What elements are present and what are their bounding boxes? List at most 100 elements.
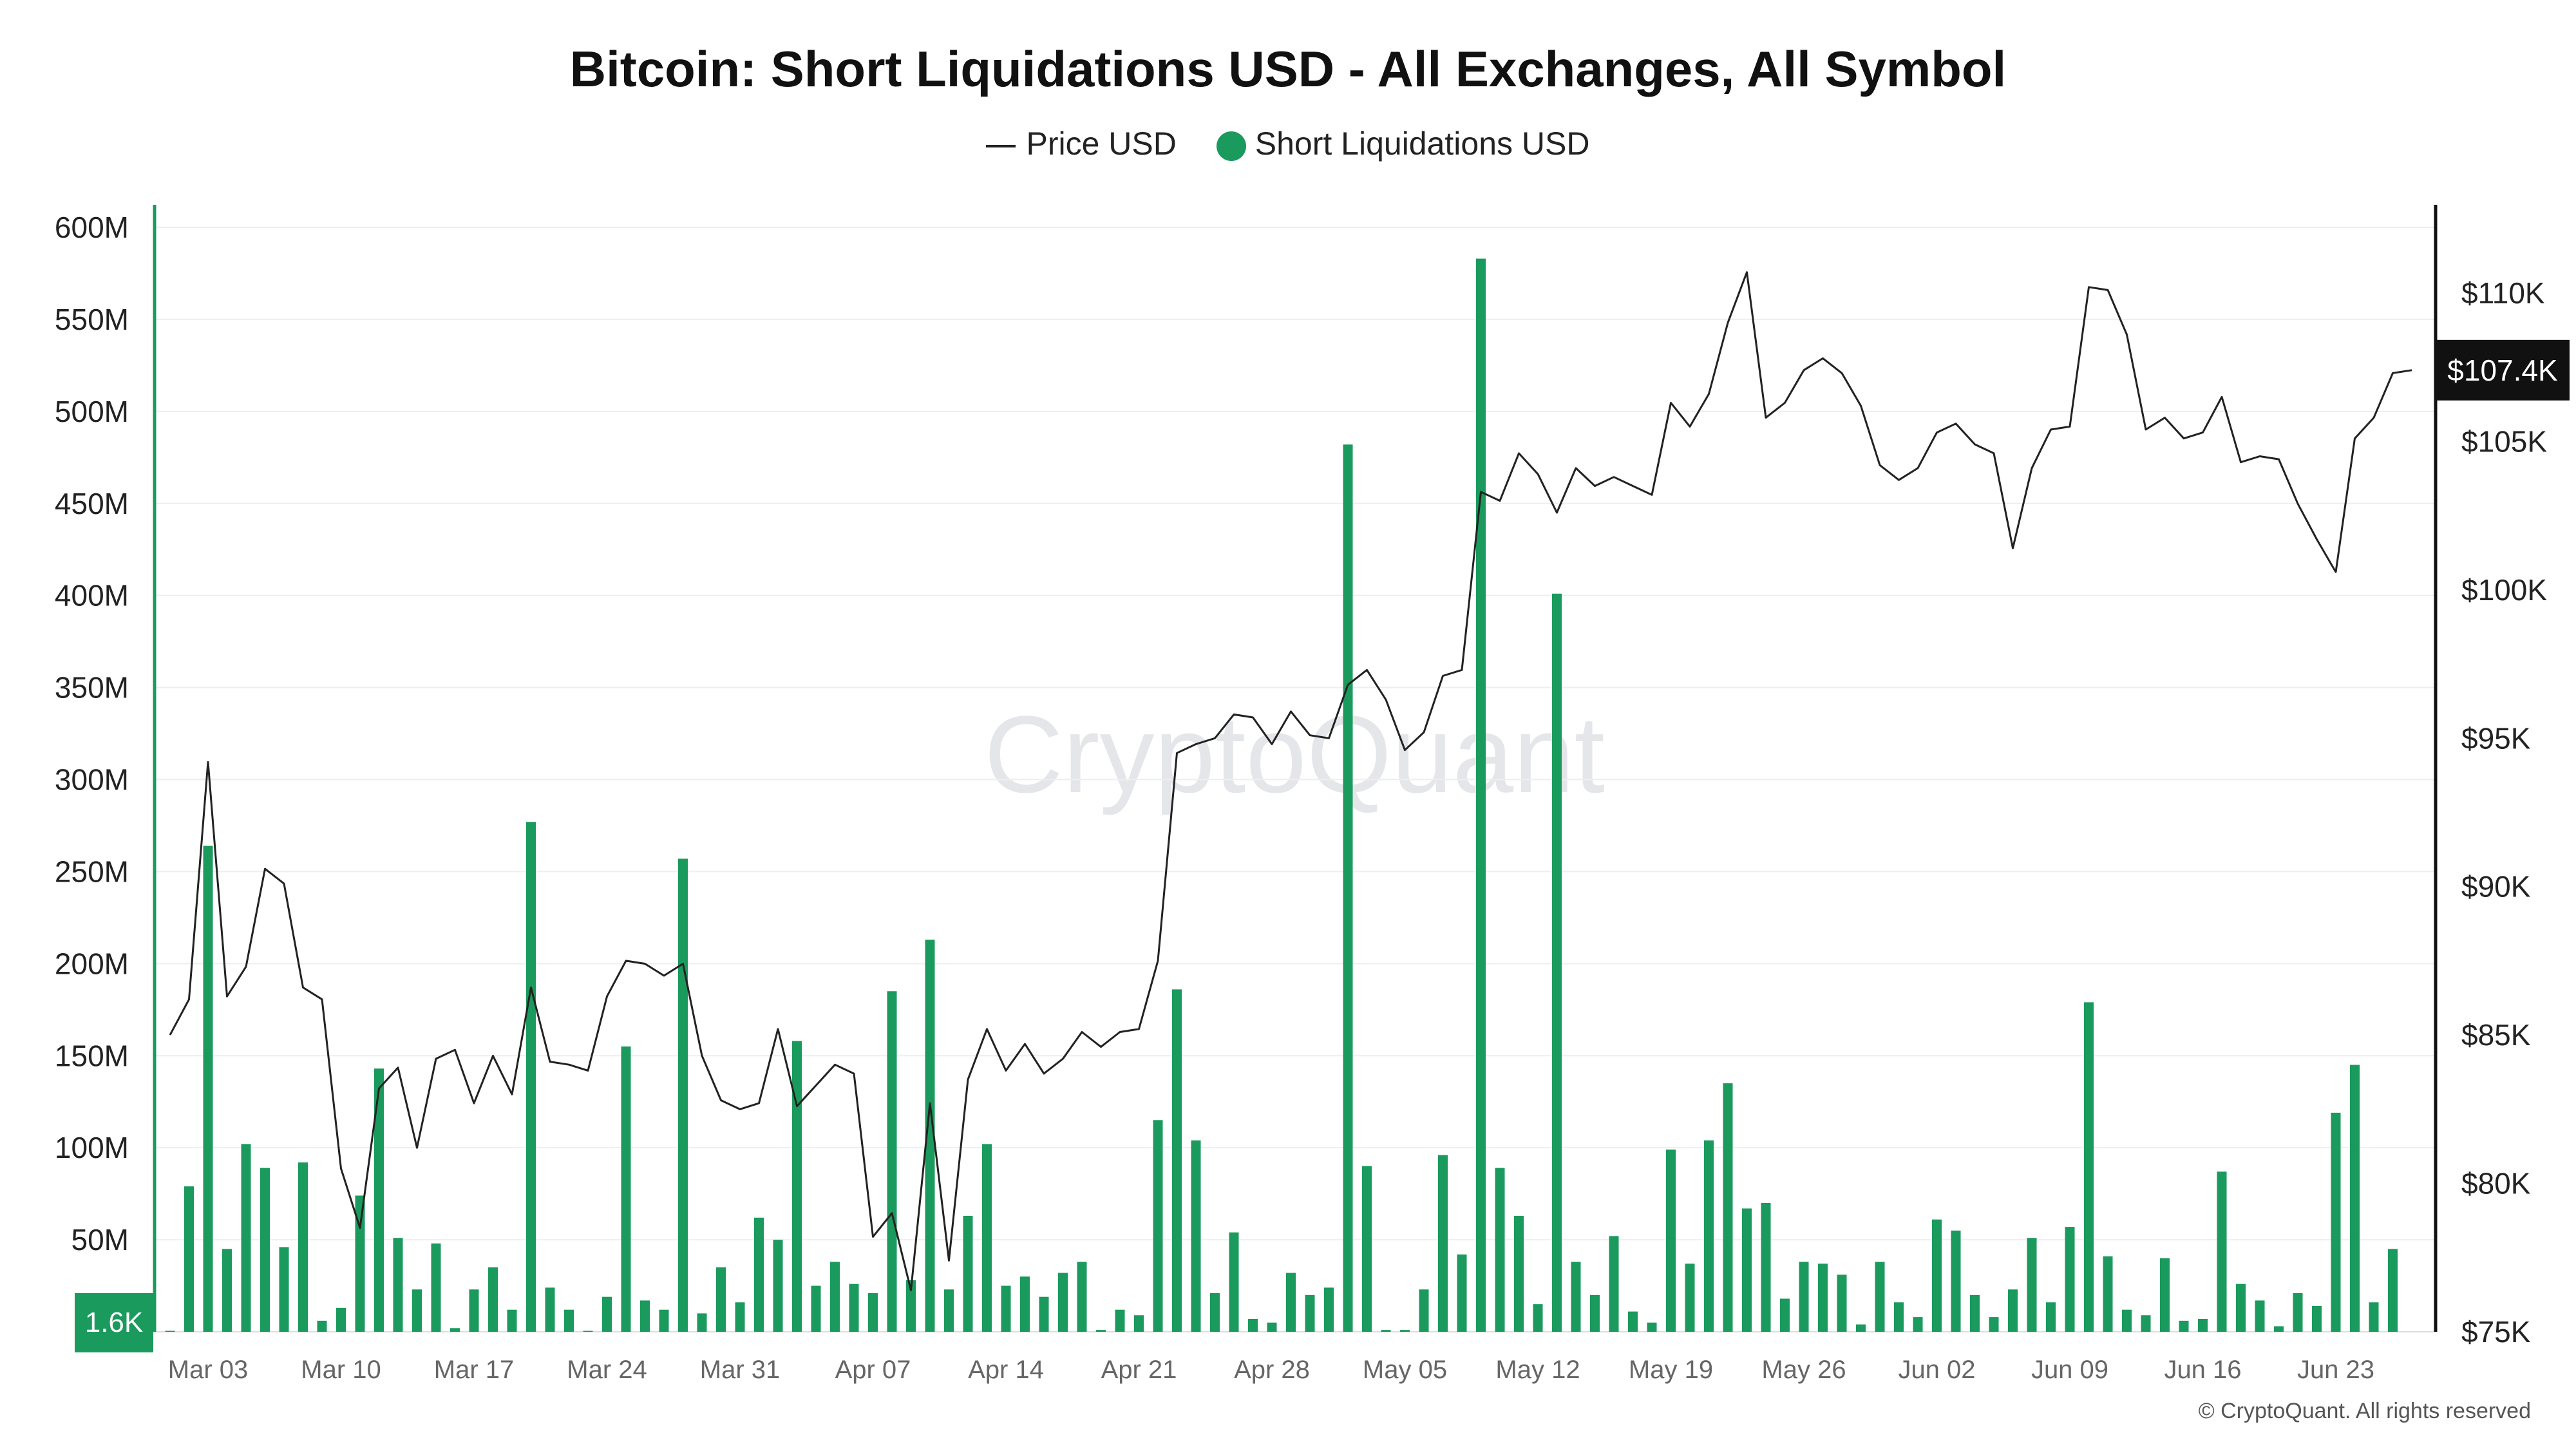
liquidation-bar [1210,1293,1220,1332]
x-tick-label: Jun 09 [2031,1356,2108,1384]
liquidation-bar [1818,1264,1828,1332]
liquidation-bar [1495,1168,1505,1332]
x-tick-label: Apr 14 [968,1356,1044,1384]
current-price-badge [2436,339,2570,401]
liquidation-bar [1476,258,1486,1332]
x-axis-ticks: Mar 03 Mar 10 Mar 17 Mar 24 Mar 31 Apr 07 Apr … [168,1356,2374,1384]
x-tick-label: Mar 24 [567,1356,647,1384]
x-tick-label: Jun 02 [1898,1356,1975,1384]
liquidation-bar [2008,1289,2018,1332]
x-tick-label: Mar 10 [301,1356,381,1384]
liquidation-bar [2122,1309,2132,1332]
liquidation-bar [2065,1227,2075,1332]
liquidation-bar [488,1267,498,1332]
liquidation-bar [2293,1293,2303,1332]
liquidation-bar [1381,1330,1391,1332]
liquidation-bar [1894,1302,1904,1332]
liquidation-bar [1856,1324,1866,1332]
current-price-badge-label: $107.4K [2447,354,2558,387]
liquidation-bar [773,1240,783,1332]
liquidation-bar [2027,1238,2037,1332]
liquidation-bar [1153,1120,1163,1332]
dot-legend-icon [1216,131,1246,161]
liquidation-bar [1723,1083,1733,1332]
liquidation-bar [1400,1330,1410,1332]
liquidation-bar [545,1287,555,1332]
liquidation-bars [165,258,2398,1332]
liquidation-bar [2350,1065,2360,1332]
left-tick-label: 150M [55,1039,129,1072]
liquidation-bar [735,1302,745,1332]
liquidation-bar [336,1307,346,1332]
liquidation-bar [621,1046,631,1332]
liquidation-bar [1799,1262,1809,1332]
x-tick-label: Mar 31 [700,1356,781,1384]
x-tick-label: May 12 [1495,1356,1580,1384]
liquidation-bar [792,1041,802,1332]
liquidation-bar [1609,1236,1619,1332]
left-tick-label: 350M [55,671,129,705]
left-tick-label: 550M [55,303,129,336]
liquidation-bar [925,940,935,1332]
liquidation-bar [184,1186,194,1332]
liquidation-bar [260,1168,270,1332]
x-tick-label: Jun 23 [2297,1356,2374,1384]
x-tick-label: Apr 21 [1101,1356,1177,1384]
liquidation-bar [2217,1171,2227,1332]
liquidation-bar [1666,1150,1676,1332]
liquidation-bar [811,1285,821,1332]
left-tick-label: 100M [55,1131,129,1164]
liquidation-bar [2084,1002,2094,1332]
liquidation-bar [1286,1273,1296,1332]
legend-item-liquidations[interactable]: Short Liquidations USD [1216,125,1590,162]
liquidation-bar [1305,1294,1315,1332]
liquidation-bar [1438,1155,1448,1332]
liquidation-bar [1628,1311,1638,1332]
x-tick-label: May 19 [1629,1356,1713,1384]
liquidation-bar [716,1267,726,1332]
liquidation-bar [640,1300,650,1332]
liquidation-bar [1742,1208,1752,1332]
liquidation-bar [374,1068,384,1332]
liquidation-bar [431,1243,441,1332]
liquidation-bar [298,1162,308,1332]
liquidation-bar [982,1144,992,1332]
chart-title: Bitcoin: Short Liquidations USD - All Ex… [569,41,2007,97]
liquidation-bar [1761,1202,1771,1332]
x-tick-label: Apr 28 [1234,1356,1310,1384]
left-tick-label: 250M [55,855,129,888]
liquidation-bar [2255,1300,2265,1332]
liquidation-bar [1172,989,1182,1332]
right-tick-label: $85K [2461,1018,2531,1052]
right-tick-label: $95K [2461,721,2531,755]
liquidation-bar [906,1280,916,1332]
liquidation-bar [279,1247,289,1332]
liquidation-bar [659,1309,669,1332]
liquidation-bar [1514,1215,1524,1332]
liquidation-bar [222,1249,232,1332]
right-axis-ticks: $110K $105K $100K $95K $90K $85K $80K $75K [2461,276,2547,1349]
liquidation-bar [355,1195,365,1332]
liquidation-bar [1590,1294,1600,1332]
liquidation-bar [1571,1262,1581,1332]
liquidation-bar [1191,1140,1201,1332]
liquidation-bar [2179,1320,2189,1332]
liquidation-bar [2388,1249,2398,1332]
x-tick-label: May 26 [1761,1356,1846,1384]
liquidation-bar [1780,1298,1790,1332]
line-legend-icon [986,144,1016,147]
left-tick-label: 300M [55,763,129,797]
legend-liquidations-label: Short Liquidations USD [1255,125,1590,162]
x-tick-label: Jun 16 [2164,1356,2241,1384]
left-tick-label: 50M [71,1223,129,1256]
liquidation-bar [868,1293,878,1332]
liquidation-bar [1134,1315,1144,1332]
liquidation-bar [1039,1296,1049,1332]
legend-item-price[interactable]: Price USD [986,125,1177,162]
liquidation-bar [697,1313,707,1332]
right-tick-label: $105K [2461,424,2547,458]
min-value-badge [75,1293,153,1352]
min-value-badge-label: 1.6K [85,1307,144,1338]
liquidation-bar [1989,1317,1999,1332]
